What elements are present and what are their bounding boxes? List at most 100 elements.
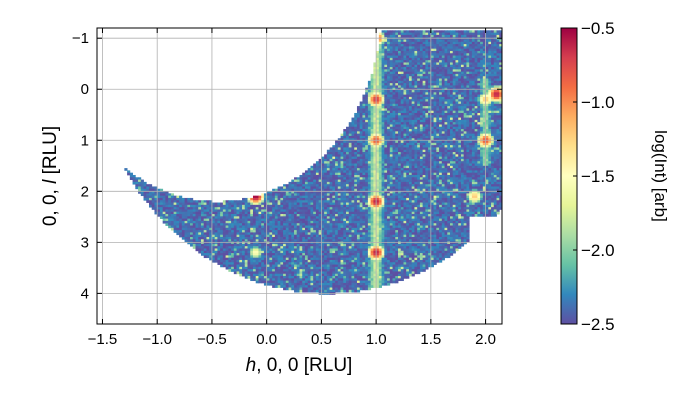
heat-cell xyxy=(304,200,309,203)
heat-cell xyxy=(370,179,374,183)
heat-cell xyxy=(217,262,221,265)
heat-cell xyxy=(250,200,254,203)
heat-cell xyxy=(252,250,257,254)
heat-cell xyxy=(389,276,393,279)
heat-cell xyxy=(346,239,350,242)
heat-cell xyxy=(398,209,402,213)
heat-cell xyxy=(236,262,240,265)
heat-cell xyxy=(354,250,358,254)
heat-cell xyxy=(302,223,306,226)
heat-cell xyxy=(285,259,289,263)
heat-cell xyxy=(367,230,372,233)
heat-cell xyxy=(354,234,358,238)
heat-cell xyxy=(365,163,369,167)
heat-cell xyxy=(233,200,237,203)
heat-cell xyxy=(359,188,363,192)
heat-cell xyxy=(367,269,372,272)
heat-cell xyxy=(307,259,311,263)
heat-cell xyxy=(211,227,216,231)
heat-cell xyxy=(381,163,385,167)
heat-cell xyxy=(354,145,358,148)
heat-cell xyxy=(376,280,380,284)
heat-cell xyxy=(294,280,298,284)
heat-cell xyxy=(236,214,240,217)
heat-cell xyxy=(209,204,213,208)
heat-cell xyxy=(387,170,391,174)
heat-cell xyxy=(406,57,410,61)
heat-cell xyxy=(233,216,237,220)
heat-cell xyxy=(263,223,268,226)
heat-cell xyxy=(356,197,361,201)
heat-cell xyxy=(354,200,358,203)
heat-cell xyxy=(285,216,289,220)
heat-cell xyxy=(389,202,393,206)
heat-cell xyxy=(214,257,218,261)
heat-cell xyxy=(258,195,262,199)
heat-cell xyxy=(381,126,385,130)
heat-cell xyxy=(406,223,410,226)
heat-cell xyxy=(198,223,202,226)
heat-cell xyxy=(214,253,218,256)
heat-cell xyxy=(354,273,358,277)
heat-cell xyxy=(310,287,314,291)
heat-cell xyxy=(266,243,270,247)
heat-cell xyxy=(332,280,336,284)
heat-cell xyxy=(315,278,320,282)
heat-cell xyxy=(154,202,158,206)
heat-cell xyxy=(135,184,139,187)
heat-cell xyxy=(365,149,369,153)
heat-cell xyxy=(365,117,369,121)
heat-cell xyxy=(392,179,396,183)
heat-cell xyxy=(387,197,391,201)
heat-cell xyxy=(381,202,385,206)
heat-cell xyxy=(296,204,300,208)
heat-cell xyxy=(299,207,303,210)
heat-cell xyxy=(335,230,339,233)
heat-cell xyxy=(326,273,330,277)
heat-cell xyxy=(392,172,396,176)
heat-cell xyxy=(318,216,322,220)
heat-cell xyxy=(384,152,388,155)
heat-cell xyxy=(266,204,270,208)
heat-cell xyxy=(315,266,320,270)
heat-cell xyxy=(244,209,248,213)
heat-cell xyxy=(296,232,300,236)
heat-cell xyxy=(337,184,341,187)
heat-cell xyxy=(389,200,393,203)
heat-cell xyxy=(351,184,355,187)
heat-cell xyxy=(346,223,350,226)
heat-cell xyxy=(307,287,311,291)
heat-cell xyxy=(307,243,311,247)
heat-cell xyxy=(315,209,320,213)
heat-cell xyxy=(179,230,183,233)
heat-cell xyxy=(403,163,407,167)
heat-cell xyxy=(261,269,265,272)
heat-cell xyxy=(400,246,404,249)
heat-cell xyxy=(403,140,407,144)
heat-cell xyxy=(392,73,396,77)
heat-cell xyxy=(321,161,325,164)
heat-cell xyxy=(376,234,380,238)
heat-cell xyxy=(378,253,382,256)
heat-cell xyxy=(242,269,246,272)
heat-cell xyxy=(381,253,385,256)
heat-cell xyxy=(370,207,374,210)
heat-cell xyxy=(277,214,281,217)
heat-cell xyxy=(233,204,237,208)
heat-cell xyxy=(351,273,355,277)
heat-cell xyxy=(269,241,273,245)
heat-cell xyxy=(348,241,352,245)
heat-cell xyxy=(381,133,385,137)
heat-cell xyxy=(337,255,341,259)
heat-cell xyxy=(398,92,402,95)
heat-cell xyxy=(373,255,377,259)
heat-cell xyxy=(332,161,336,164)
heat-cell xyxy=(359,225,363,229)
heat-cell xyxy=(376,243,380,247)
heat-cell xyxy=(370,165,374,169)
heat-cell xyxy=(370,94,374,98)
heat-cell xyxy=(376,96,380,100)
heat-cell xyxy=(231,264,235,268)
heat-cell xyxy=(346,262,350,265)
heat-cell xyxy=(373,266,377,270)
